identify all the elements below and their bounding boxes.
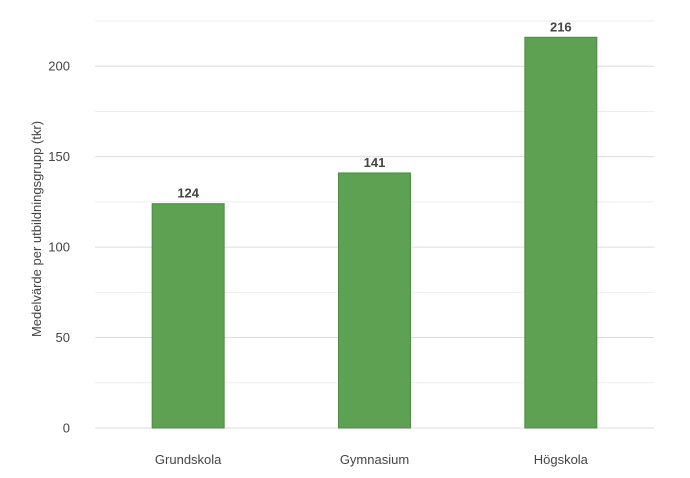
y-tick-label: 200 [48, 59, 70, 74]
bar-value-label: 216 [550, 19, 572, 34]
bar-gymnasium [338, 172, 411, 429]
x-axis-ticks: Grundskola Gymnasium Högskola [155, 452, 589, 467]
data-labels: 124 141 216 [177, 19, 571, 200]
bar-grundskola [151, 203, 225, 429]
x-tick-label: Grundskola [155, 452, 222, 467]
bar-value-label: 124 [177, 186, 199, 201]
bar-value-label: 141 [364, 155, 386, 170]
y-axis-title: Medelvärde per utbildningsgrupp (tkr) [29, 121, 44, 337]
y-tick-label: 150 [48, 149, 70, 164]
y-tick-label: 100 [48, 240, 70, 255]
bar-högskola [524, 36, 598, 429]
y-tick-label: 50 [56, 330, 70, 345]
x-tick-label: Gymnasium [340, 452, 409, 467]
y-axis-ticks: 0 50 100 150 200 [48, 59, 70, 436]
bars [151, 36, 598, 429]
y-tick-label: 0 [63, 421, 70, 436]
x-tick-label: Högskola [534, 452, 589, 467]
